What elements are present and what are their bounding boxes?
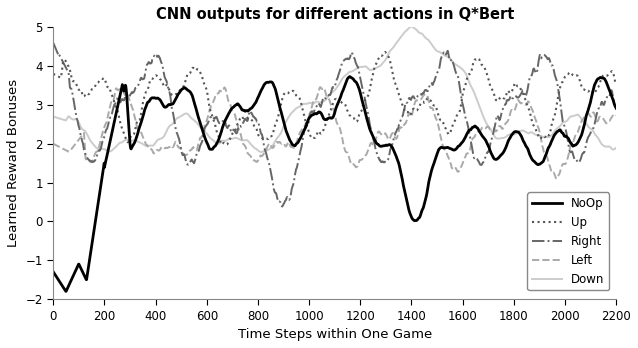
Title: CNN outputs for different actions in Q*Bert: CNN outputs for different actions in Q*B…	[156, 7, 514, 22]
NoOp	[199, 129, 207, 133]
Up	[221, 141, 228, 145]
Y-axis label: Learned Reward Bonuses: Learned Reward Bonuses	[7, 79, 20, 247]
Down	[505, 133, 512, 137]
Down	[408, 24, 415, 29]
X-axis label: Time Steps within One Game: Time Steps within One Game	[237, 328, 432, 341]
Right	[221, 118, 228, 122]
Down	[258, 150, 265, 154]
Left	[245, 152, 253, 157]
Down	[198, 128, 206, 132]
Left	[612, 113, 620, 117]
Up	[246, 116, 253, 120]
Left	[50, 142, 57, 146]
Right	[245, 111, 253, 116]
Up	[223, 143, 230, 147]
Left	[221, 86, 228, 90]
Up	[381, 50, 389, 54]
Right	[198, 138, 206, 142]
Right	[491, 126, 498, 130]
Legend: NoOp, Up, Right, Left, Down: NoOp, Up, Right, Left, Down	[528, 192, 609, 291]
Up	[82, 91, 90, 95]
NoOp	[505, 138, 512, 142]
Line: Left: Left	[54, 87, 616, 179]
NoOp	[491, 157, 498, 161]
Line: Right: Right	[54, 43, 616, 206]
Line: NoOp: NoOp	[54, 77, 616, 291]
NoOp	[346, 74, 353, 79]
Right	[505, 98, 512, 102]
Right	[278, 204, 286, 208]
NoOp	[50, 270, 57, 274]
Up	[612, 82, 620, 86]
Right	[50, 41, 57, 45]
NoOp	[612, 106, 620, 110]
NoOp	[246, 108, 253, 112]
Down	[612, 146, 620, 150]
Line: Down: Down	[54, 26, 616, 152]
Down	[82, 131, 90, 135]
NoOp	[62, 289, 70, 293]
Left	[198, 133, 206, 137]
Left	[82, 158, 90, 163]
Up	[50, 72, 57, 76]
Up	[505, 90, 512, 94]
Down	[221, 139, 228, 143]
Down	[491, 135, 498, 139]
Down	[245, 140, 253, 144]
Line: Up: Up	[54, 52, 616, 145]
NoOp	[221, 119, 229, 123]
Right	[82, 153, 90, 158]
Down	[50, 114, 57, 119]
Left	[553, 177, 560, 181]
Left	[505, 118, 512, 122]
Up	[198, 76, 206, 80]
NoOp	[83, 278, 91, 282]
Right	[612, 96, 620, 100]
Left	[316, 85, 324, 89]
Left	[491, 127, 498, 131]
Up	[491, 94, 498, 98]
